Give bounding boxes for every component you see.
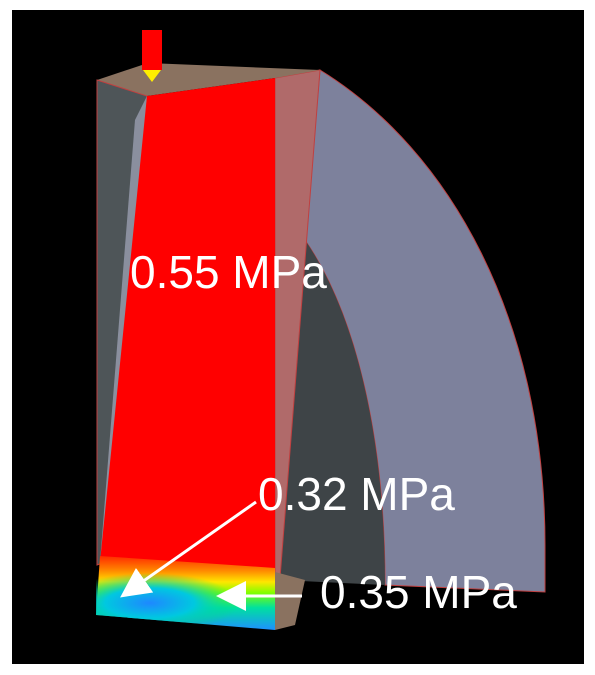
annotation: 0.55 MPa bbox=[130, 246, 327, 298]
load-arrow bbox=[142, 30, 162, 70]
annotation: 0.32 MPa bbox=[258, 468, 455, 520]
annotation: 0.35 MPa bbox=[320, 566, 517, 618]
fea-view: 0.55 MPa 0.32 MPa 0.35 MPa bbox=[0, 0, 595, 675]
